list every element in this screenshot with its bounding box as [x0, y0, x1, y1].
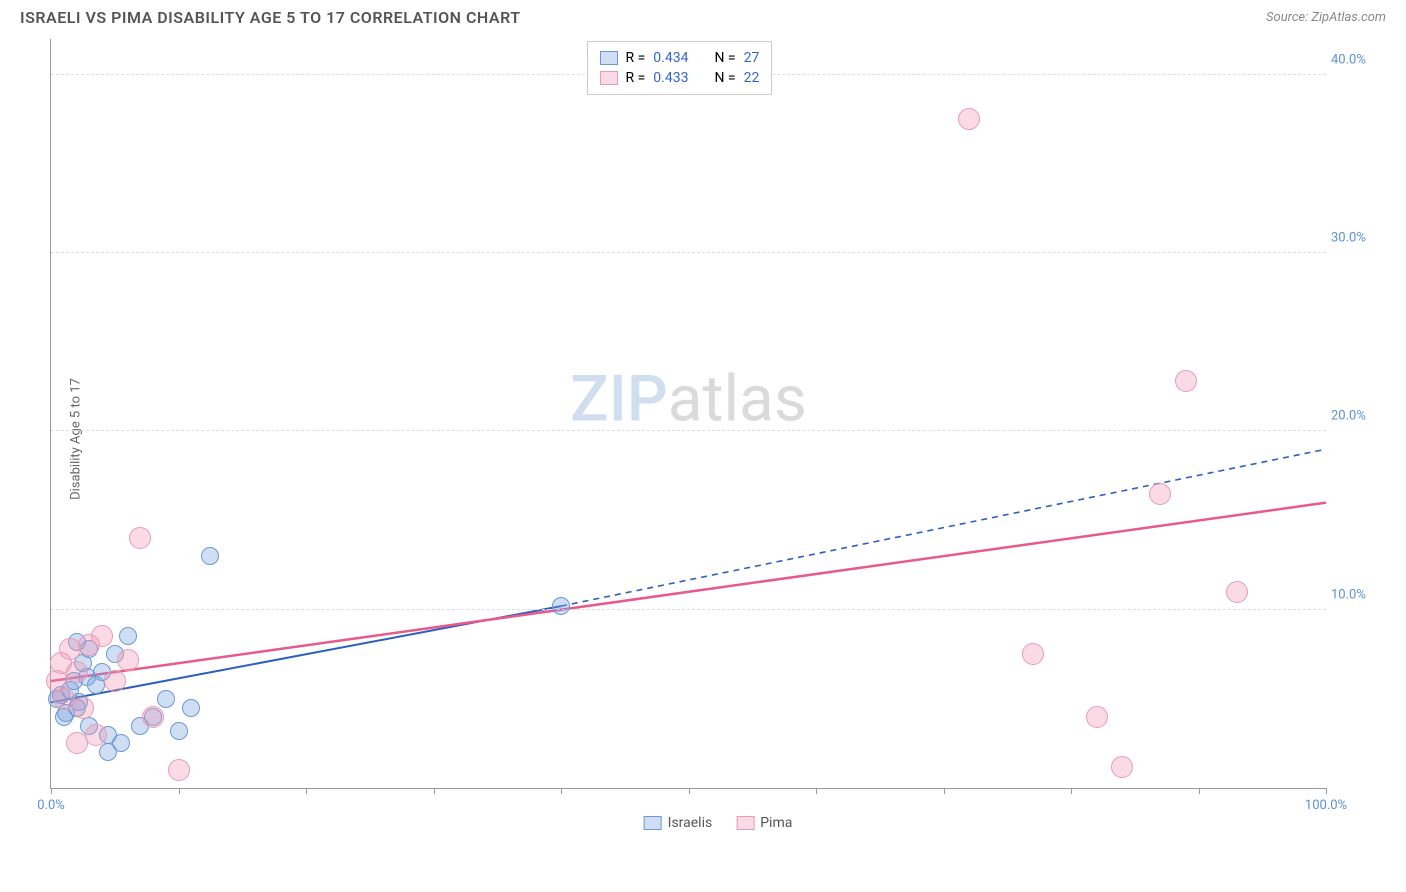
legend-item: Pima: [736, 815, 792, 831]
data-point: [99, 743, 117, 761]
watermark-atlas: atlas: [668, 361, 807, 436]
data-point: [201, 547, 219, 565]
gridline-h: [51, 252, 1326, 253]
data-point: [129, 527, 151, 549]
data-point: [85, 724, 107, 746]
data-point: [157, 690, 175, 708]
data-point: [1149, 483, 1171, 505]
data-point: [958, 108, 980, 130]
n-label: N =: [714, 70, 735, 86]
data-point: [117, 649, 139, 671]
data-point: [168, 759, 190, 781]
chart-container: Disability Age 5 to 17 ZIPatlas 10.0%20.…: [50, 39, 1386, 839]
chart-header: ISRAELI VS PIMA DISABILITY AGE 5 TO 17 C…: [0, 0, 1406, 39]
data-point: [1086, 706, 1108, 728]
legend-swatch: [600, 51, 618, 65]
data-point: [1175, 370, 1197, 392]
data-point: [170, 722, 188, 740]
legend-item: Israelis: [644, 815, 713, 831]
data-point: [91, 625, 113, 647]
n-value: 27: [744, 50, 760, 66]
xtick: [816, 788, 817, 794]
legend-swatch: [644, 816, 662, 830]
trend-lines-svg: [51, 39, 1326, 788]
ytick-label: 20.0%: [1331, 409, 1381, 424]
legend-swatch: [736, 816, 754, 830]
chart-source: Source: ZipAtlas.com: [1266, 10, 1386, 25]
data-point: [182, 699, 200, 717]
data-point: [1022, 643, 1044, 665]
xtick: [1199, 788, 1200, 794]
legend-swatch: [600, 71, 618, 85]
data-point: [1226, 581, 1248, 603]
watermark-zip: ZIP: [570, 361, 668, 436]
r-value: 0.433: [653, 70, 688, 86]
xtick: [434, 788, 435, 794]
gridline-h: [51, 609, 1326, 610]
data-point: [552, 597, 570, 615]
chart-title: ISRAELI VS PIMA DISABILITY AGE 5 TO 17 C…: [20, 8, 521, 27]
data-point: [119, 627, 137, 645]
r-label: R =: [626, 50, 646, 66]
xtick: [944, 788, 945, 794]
watermark: ZIPatlas: [570, 361, 807, 436]
legend-stats-row: R = 0.434 N = 27: [600, 48, 760, 68]
n-label: N =: [714, 50, 735, 66]
ytick-label: 30.0%: [1331, 231, 1381, 246]
xtick: [306, 788, 307, 794]
legend-stats-row: R = 0.433 N = 22: [600, 68, 760, 88]
legend-stats-box: R = 0.434 N = 27 R = 0.433 N = 22: [587, 41, 773, 95]
xtick-label: 0.0%: [37, 798, 65, 813]
n-value: 22: [744, 70, 760, 86]
r-value: 0.434: [653, 50, 688, 66]
data-point: [66, 661, 88, 683]
plot-area: ZIPatlas 10.0%20.0%30.0%40.0%0.0%100.0%R…: [50, 39, 1326, 789]
r-label: R =: [626, 70, 646, 86]
data-point: [142, 706, 164, 728]
data-point: [72, 697, 94, 719]
data-point: [104, 670, 126, 692]
xtick: [51, 788, 52, 794]
xtick: [689, 788, 690, 794]
ytick-label: 40.0%: [1331, 52, 1381, 67]
xtick: [1326, 788, 1327, 794]
xtick: [561, 788, 562, 794]
xtick: [179, 788, 180, 794]
legend-label: Pima: [760, 815, 792, 831]
ytick-label: 10.0%: [1331, 587, 1381, 602]
data-point: [66, 732, 88, 754]
xtick-label: 100.0%: [1305, 798, 1347, 813]
gridline-h: [51, 430, 1326, 431]
legend-bottom: Israelis Pima: [644, 815, 793, 831]
legend-label: Israelis: [668, 815, 713, 831]
xtick: [1071, 788, 1072, 794]
data-point: [1111, 756, 1133, 778]
